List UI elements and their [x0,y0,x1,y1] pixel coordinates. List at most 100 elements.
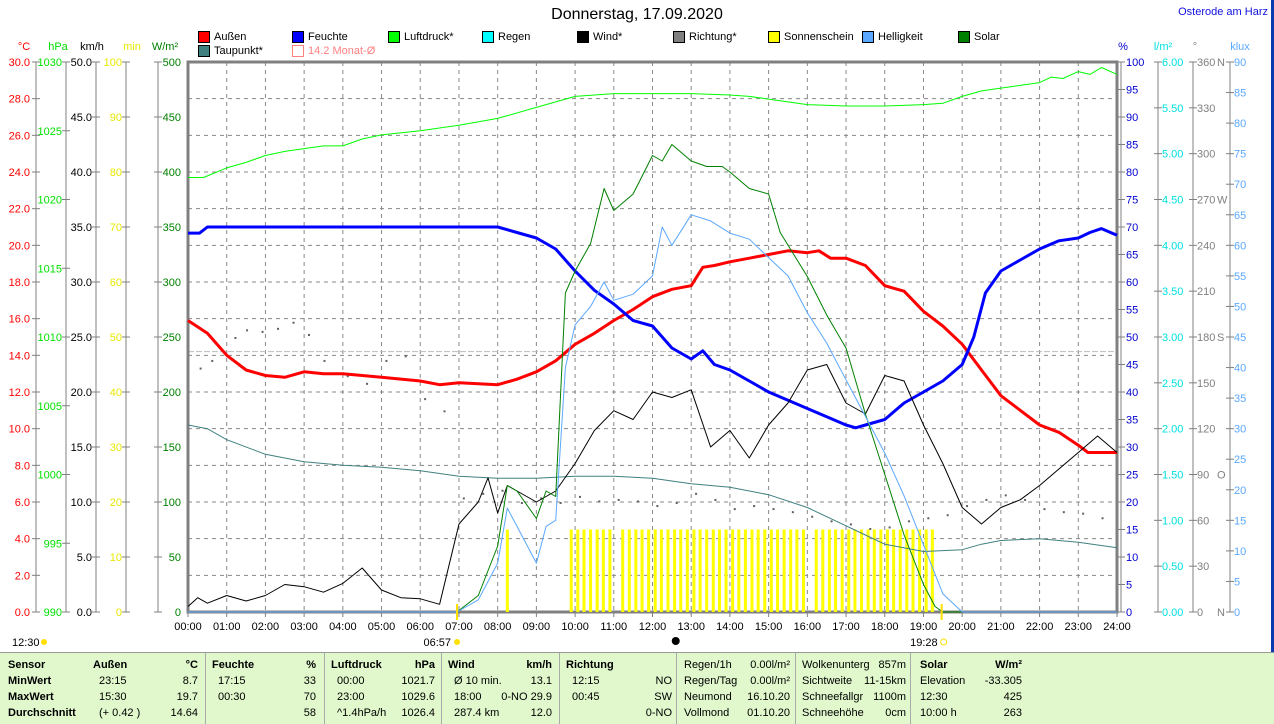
sun-tick-label: 80 [110,167,122,179]
humidity-tick-label: 35 [1126,415,1138,427]
humidity-tick-label: 20 [1126,497,1138,509]
humidity-tick-label: 65 [1126,250,1138,262]
direction-point [404,355,407,358]
temp-tick-label: 4.0 [15,534,30,546]
direction-tick-label: 240 [1197,240,1215,252]
sun-tick-label: 30 [110,442,122,454]
stat-row: Elevation -33.305 [920,673,1022,689]
sunshine-bar [627,529,631,612]
stat-row: Ø 10 min. 13.1 [448,673,552,689]
stat-value: 425 [1003,691,1022,703]
direction-point [966,505,969,508]
legend-item: Solar [958,31,1000,43]
humidity-tick-label: 10 [1126,552,1138,564]
direction-point [1062,511,1065,514]
sunshine-bar [885,529,889,612]
stat-row: Regen/1h 0.00l/m² [684,657,790,673]
direction-point [772,508,775,511]
series-außen-line [187,249,1117,454]
stat-row: Regen/Tag 0.00l/m² [684,673,790,689]
pressure-tick-label: 995 [44,538,62,550]
column-divider [676,653,677,724]
station-link[interactable]: Osterode am Harz [1178,6,1268,18]
sunshine-bar [756,529,760,612]
temp-tick-label: 28.0 [9,94,30,106]
stat-label: Vollmond [684,707,730,719]
legend-swatch [862,31,874,43]
stat-row: 18:00 0-NO 29.9 [448,689,552,705]
sunshine-bar [724,529,728,612]
x-tick-label: 10:00 [561,621,589,633]
header-label: Richtung [566,659,614,671]
stat-value: 70 [303,691,316,703]
stat-row: 0-NO [566,705,672,721]
x-tick-label: 02:00 [252,621,280,633]
stat-row: 12:30 425 [920,689,1022,705]
stat-row: 287.4 km 12.0 [448,705,552,721]
column-divider [441,653,442,724]
sunshine-bar [930,529,934,612]
sunshine-bar [653,529,657,612]
wind-tick-label: 5.0 [77,552,92,564]
stat-value: 1100m [873,691,906,703]
stat-value: 0-NO 29.9 [501,691,552,703]
legend-swatch [958,31,970,43]
solar-tick-label: 0 [175,607,181,619]
lux-tick-label: 35 [1234,393,1246,405]
direction-point [927,517,930,520]
stat-label: Regen/Tag [684,675,738,687]
right-edge-bar [1271,0,1274,652]
sunshine-bar [872,529,876,612]
druck-col: Luftdruck hPa 00:00 1021.7 23:00 1029.6 ^1.4hP… [331,657,435,721]
rain-tick-label: 4.00 [1162,240,1183,252]
direction-point [424,398,427,401]
sun-unit: min [123,41,141,53]
lux-tick-label: 10 [1234,546,1246,558]
humidity-tick-label: 70 [1126,222,1138,234]
direction-point [714,498,717,501]
sunshine-bar [595,529,599,612]
direction-point [520,502,523,504]
compass-label: W [1217,195,1228,207]
column-divider [205,653,206,724]
direction-point [811,515,814,518]
direction-tick-label: 150 [1197,378,1215,390]
direction-point [292,321,295,324]
humidity-tick-label: 80 [1126,167,1138,179]
x-tick-label: 18:00 [871,621,899,633]
direction-point [985,498,988,501]
sunshine-bar [608,529,612,612]
wind-tick-label: 40.0 [71,167,92,179]
wind-tick-label: 30.0 [71,277,92,289]
legend-swatch [577,31,589,43]
richtung-col: Richtung 12:15 NO 00:45 SW 0-NO [566,657,672,721]
legend-item: Richtung* [673,31,737,43]
legend-label: 14.2 Monat-Ø [308,45,376,57]
wind-tick-label: 0.0 [77,607,92,619]
solar-tick-label: 450 [163,112,181,124]
x-tick-label: 21:00 [987,621,1015,633]
sun-icon [41,639,47,645]
humidity-tick-label: 5 [1126,580,1132,592]
chart: 0.0 2.0 4.0 6.0 8.0 10.0 12.0 14.0 16.0 18.0 20.0 2… [9,41,1251,649]
sunshine-bar [737,529,741,612]
rain-tick-label: 0.50 [1162,561,1183,573]
wind-col: Wind km/h Ø 10 min. 13.1 18:00 0-NO 29.9 287.4… [448,657,552,721]
header-unit: W/m² [995,659,1022,671]
direction-point [1101,517,1104,520]
temp-tick-label: 18.0 [9,277,30,289]
sunshine-bar [621,529,625,612]
legend-label: Feuchte [308,31,348,43]
sunshine-bar [918,529,922,612]
header-unit: hPa [414,659,435,671]
stat-row: 10:00 h 263 [920,705,1022,721]
temp-tick-label: 10.0 [9,424,30,436]
direction-point [637,500,640,503]
stat-value: 16.10.20 [747,691,790,703]
lux-tick-label: 40 [1234,363,1246,375]
stat-value: 0.00l/m² [750,659,790,671]
temp-tick-label: 30.0 [9,57,30,69]
legend-item: Außen [198,31,246,43]
stat-row: Sichtweite 11-15km [802,673,906,689]
